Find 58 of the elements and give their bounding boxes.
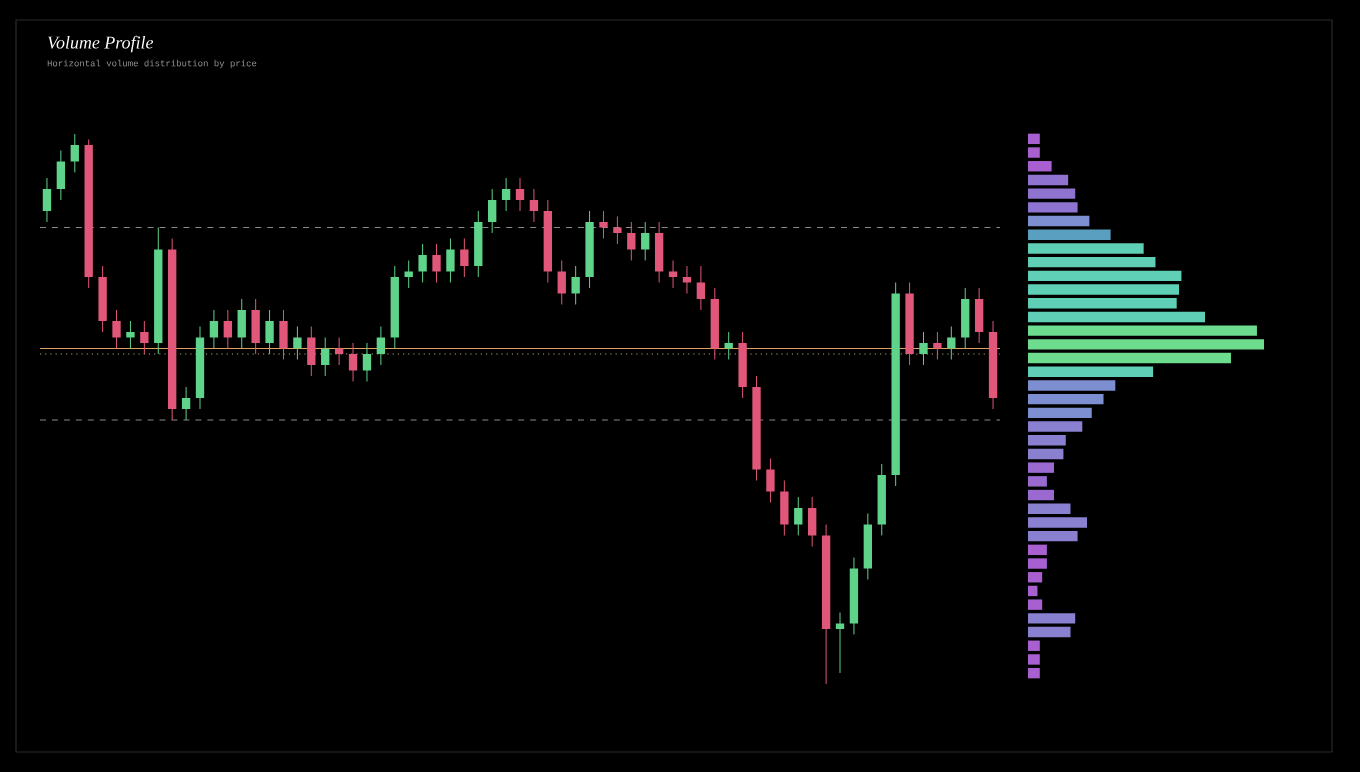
candlestick	[766, 458, 775, 503]
candlestick	[112, 309, 121, 349]
candlestick	[209, 309, 219, 349]
candlestick	[460, 237, 469, 278]
candlestick	[223, 309, 232, 349]
candlestick	[126, 320, 135, 349]
candlestick	[432, 243, 441, 283]
candlestick	[529, 188, 539, 223]
candlestick	[321, 336, 330, 377]
candlestick	[599, 210, 608, 239]
candlestick	[376, 325, 386, 366]
candlestick	[140, 320, 149, 355]
bar	[1028, 311, 1206, 323]
candlestick	[641, 221, 650, 261]
candlestick	[613, 215, 622, 245]
chart-title: Volume Profile	[47, 35, 154, 53]
candlestick	[557, 259, 566, 305]
candlestick	[501, 177, 511, 212]
candlestick	[474, 210, 483, 278]
candlestick	[488, 188, 497, 234]
candlestick	[42, 177, 52, 223]
candlestick	[362, 342, 372, 382]
candlestick	[933, 331, 942, 360]
candlestick	[265, 309, 274, 355]
bar	[1028, 366, 1154, 377]
candlestick	[446, 237, 455, 283]
candlestick	[919, 331, 928, 366]
candlestick	[56, 149, 66, 201]
candlestick	[668, 259, 678, 289]
candlestick	[808, 496, 817, 547]
candlestick	[863, 513, 873, 580]
bar	[1028, 215, 1090, 227]
candlestick	[251, 298, 260, 355]
candlestick	[947, 325, 956, 360]
bar	[1028, 407, 1092, 419]
candlestick	[70, 133, 79, 173]
candlestick	[571, 265, 580, 305]
candlestick	[293, 325, 302, 360]
candlestick	[334, 336, 344, 366]
candlestick	[961, 287, 970, 349]
candlestick	[404, 259, 413, 289]
candlestick	[738, 331, 747, 399]
candlestick	[794, 496, 803, 536]
candlestick	[974, 287, 984, 344]
candlestick	[696, 265, 706, 311]
candlestick	[237, 298, 246, 349]
candlestick	[654, 221, 664, 283]
bar	[1028, 229, 1111, 240]
candlestick	[627, 221, 636, 261]
candlestick	[181, 386, 191, 421]
bar	[1028, 448, 1064, 460]
candlestick	[98, 265, 107, 333]
candlestick	[515, 177, 525, 212]
candlestick	[279, 309, 288, 360]
candlestick	[307, 325, 316, 377]
candlestick	[418, 243, 427, 283]
candlestick	[780, 480, 789, 536]
candlestick	[348, 342, 358, 382]
